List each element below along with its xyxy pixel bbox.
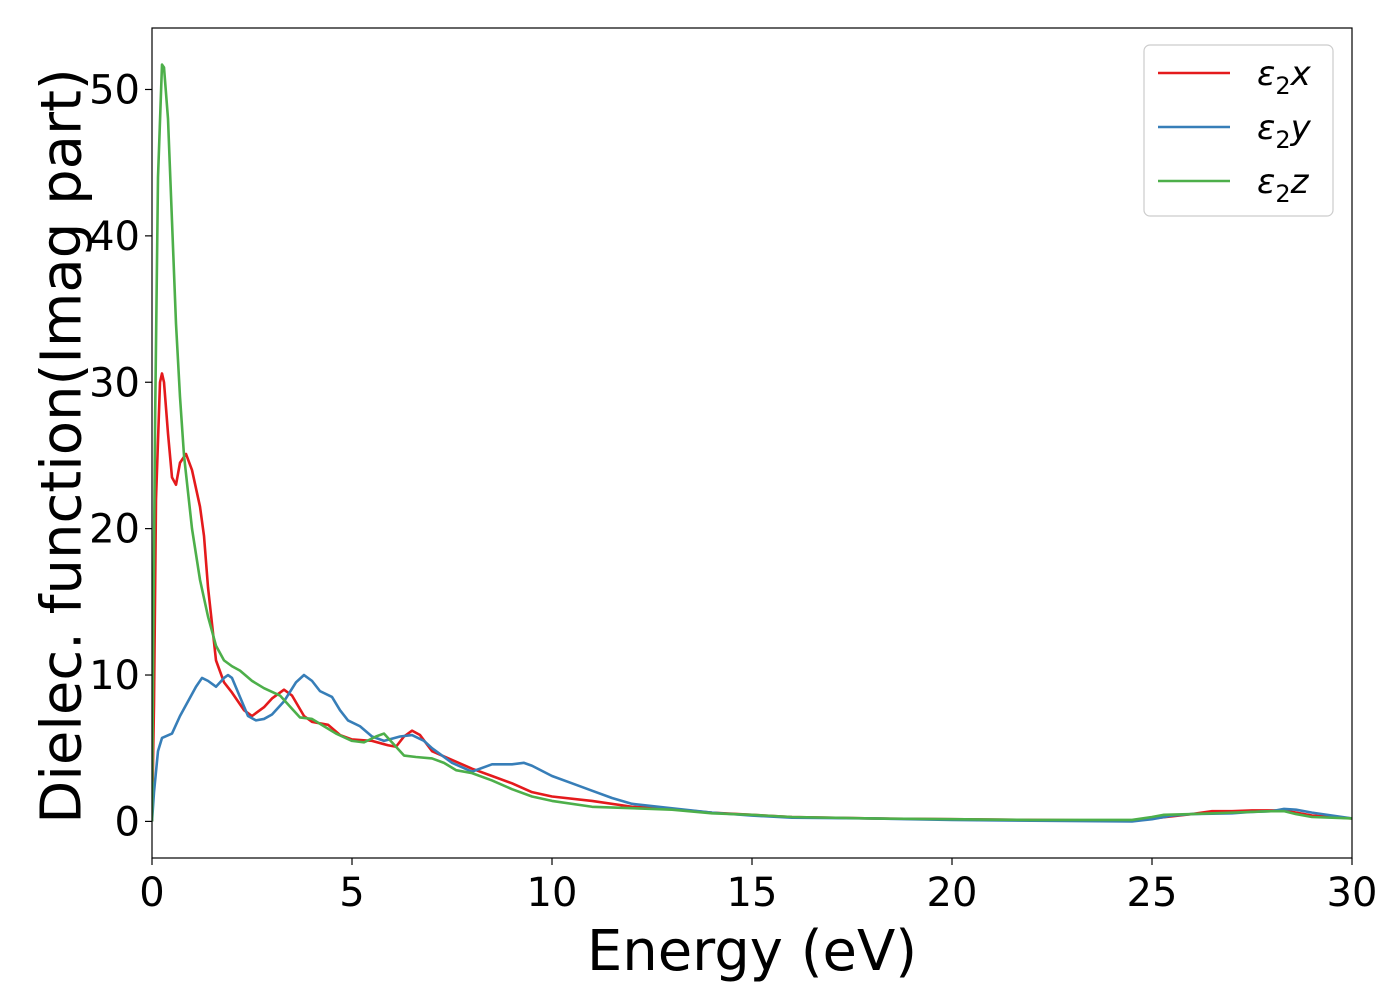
legend-label-2: ε2y — [1257, 108, 1312, 154]
legend: ε2x ε2y ε2z — [1143, 44, 1334, 217]
x-tick-label: 15 — [727, 870, 778, 916]
x-tick-label: 0 — [139, 870, 164, 916]
x-tick-label: 30 — [1327, 870, 1378, 916]
series-line-1 — [152, 372, 1352, 822]
y-axis-title: Dielec. function(Imag part) — [30, 68, 95, 824]
x-axis: 0 5 10 15 20 25 30 — [139, 858, 1377, 916]
series-line-3 — [152, 63, 1352, 822]
y-tick-label: 10 — [89, 653, 140, 699]
x-tick-label: 20 — [927, 870, 978, 916]
y-tick-label: 40 — [89, 214, 140, 260]
y-tick-label: 30 — [89, 360, 140, 406]
series-line-2 — [152, 673, 1352, 823]
x-tick-label: 10 — [527, 870, 578, 916]
legend-box — [1143, 44, 1334, 217]
x-axis-title: Energy (eV) — [587, 919, 917, 984]
y-axis: 0 10 20 30 40 50 — [89, 67, 152, 845]
x-tick-label: 25 — [1127, 870, 1178, 916]
y-tick-label: 50 — [89, 67, 140, 113]
legend-label-3: ε2z — [1257, 162, 1310, 208]
legend-label-1: ε2x — [1257, 54, 1312, 100]
y-tick-label: 20 — [89, 507, 140, 553]
x-tick-label: 5 — [339, 870, 364, 916]
series-layer — [152, 63, 1352, 823]
y-tick-label: 0 — [115, 799, 140, 845]
